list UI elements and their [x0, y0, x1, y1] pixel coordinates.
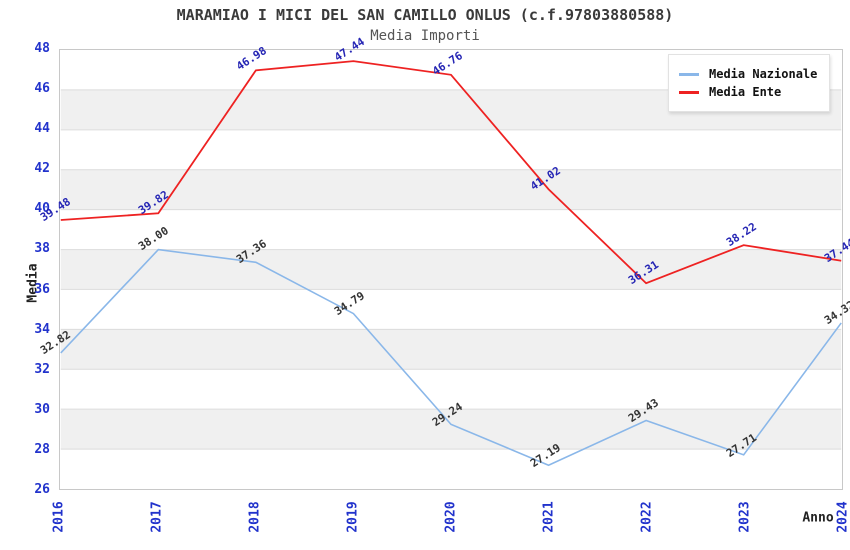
- y-tick-30: 30: [34, 401, 50, 417]
- x-tick-2023: 2023: [737, 501, 753, 533]
- legend-line-swatch-icon: [679, 72, 699, 76]
- plot-band: [60, 169, 842, 210]
- y-tick-28: 28: [34, 441, 50, 457]
- chart-subtitle: Media Importi: [370, 28, 480, 44]
- series-line-media-ente: [60, 60, 842, 285]
- x-tick-2019: 2019: [345, 501, 361, 533]
- series-line-media-nazionale: [60, 248, 842, 467]
- x-axis-label: Anno: [802, 510, 834, 526]
- plot-area: [59, 49, 843, 490]
- y-tick-36: 36: [34, 281, 50, 297]
- legend: Media Nazionale Media Ente: [668, 54, 831, 112]
- y-tick-38: 38: [34, 241, 50, 257]
- x-tick-2020: 2020: [443, 501, 459, 533]
- legend-label: Media Ente: [709, 85, 782, 99]
- chart-title: MARAMIAO I MICI DEL SAN CAMILLO ONLUS (c…: [176, 6, 674, 24]
- y-tick-42: 42: [34, 161, 50, 177]
- legend-line-swatch-icon: [679, 90, 699, 94]
- y-tick-40: 40: [34, 201, 50, 217]
- legend-label: Media Nazionale: [709, 67, 818, 81]
- x-tick-2024: 2024: [835, 501, 850, 533]
- y-tick-46: 46: [34, 81, 50, 97]
- x-tick-2022: 2022: [639, 501, 655, 533]
- legend-item-media-nazionale: Media Nazionale: [679, 67, 817, 81]
- plot-band: [60, 409, 842, 450]
- x-tick-2016: 2016: [51, 501, 67, 533]
- y-tick-32: 32: [34, 361, 50, 377]
- x-tick-2021: 2021: [541, 501, 557, 533]
- y-tick-44: 44: [34, 121, 50, 137]
- y-tick-26: 26: [34, 482, 50, 497]
- plot-band: [60, 249, 842, 290]
- y-tick-34: 34: [34, 321, 50, 337]
- legend-item-media-ente: Media Ente: [679, 85, 817, 99]
- plot-band: [60, 329, 842, 370]
- y-tick-48: 48: [34, 41, 50, 56]
- x-tick-2017: 2017: [149, 501, 165, 533]
- x-tick-2018: 2018: [247, 501, 263, 533]
